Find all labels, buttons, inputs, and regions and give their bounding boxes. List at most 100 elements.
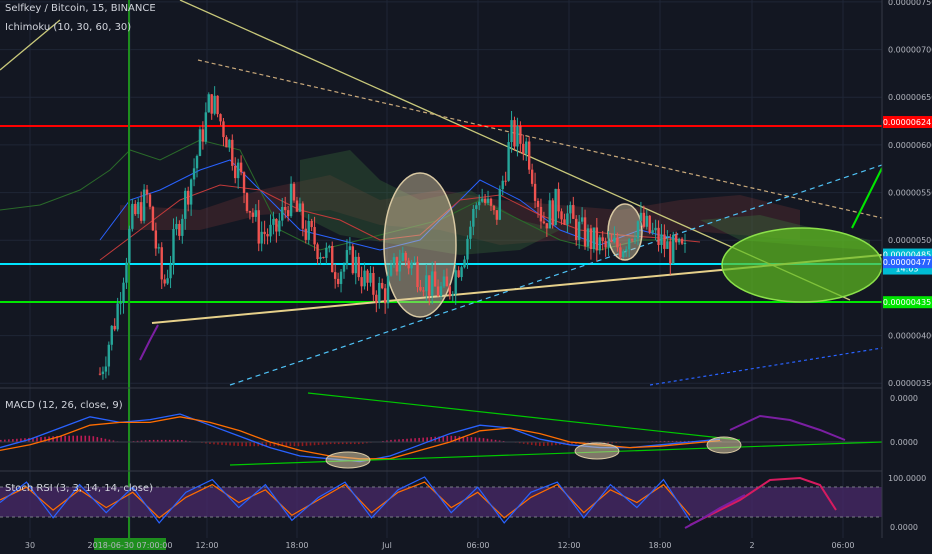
- candle-body: [651, 230, 654, 233]
- candle-body: [569, 204, 572, 214]
- candle-body: [419, 287, 422, 291]
- candle-body: [166, 278, 169, 284]
- candle-body: [104, 366, 108, 372]
- candle-body: [289, 183, 293, 217]
- price-label-text: 0.00000435: [883, 298, 931, 307]
- candle-body: [654, 227, 657, 231]
- candle-body: [186, 190, 190, 205]
- macd-hist-bar: [100, 437, 103, 442]
- macd-hist-bar: [414, 438, 416, 442]
- macd-hist-bar: [406, 438, 408, 442]
- candle-body: [278, 220, 281, 232]
- candle-body: [313, 227, 316, 245]
- macd-hist-bar: [526, 442, 529, 445]
- candle-body: [160, 247, 163, 280]
- macd-hist-bar: [269, 442, 272, 447]
- candle-body: [275, 218, 278, 232]
- candle-body: [436, 286, 440, 297]
- candle-body: [331, 245, 334, 273]
- macd-hist-bar: [543, 442, 545, 446]
- macd-hist-bar: [104, 438, 107, 442]
- candle-body: [316, 244, 319, 260]
- macd-hist-bar: [152, 439, 155, 442]
- candle-body: [119, 302, 122, 304]
- macd-hist-bar: [32, 437, 34, 442]
- macd-hist-bar: [44, 436, 46, 442]
- macd-hist-bar: [112, 440, 115, 442]
- time-tick-label: 18:00: [285, 541, 308, 550]
- candle-body: [557, 188, 560, 212]
- time-tick-label: 2018-06-30 07:00:00: [88, 541, 173, 550]
- macd-hist-bar: [530, 442, 533, 445]
- candle-body: [430, 271, 434, 296]
- candle-body: [175, 223, 178, 230]
- macd-hist-bar: [213, 442, 215, 445]
- macd-hist-bar: [567, 442, 569, 445]
- candle-body: [633, 238, 637, 241]
- candle-body: [113, 325, 116, 330]
- macd-hist-bar: [241, 442, 243, 447]
- macd-hist-bar: [522, 442, 525, 444]
- candle-body: [286, 210, 290, 217]
- macd-hist-bar: [329, 442, 332, 445]
- macd-ellipse-2: [574, 442, 620, 460]
- candle-body: [636, 221, 640, 239]
- candle-body: [501, 180, 504, 190]
- candle-body: [231, 139, 234, 166]
- macd-hist-bar: [478, 437, 481, 442]
- macd-hist-bar: [245, 442, 247, 447]
- macd-ellipse-1: [325, 451, 371, 469]
- macd-hist-bar: [607, 442, 609, 444]
- macd-hist-bar: [333, 442, 336, 445]
- macd-hist-bar: [534, 442, 537, 446]
- candle-body: [604, 241, 607, 248]
- candle-body: [325, 247, 328, 258]
- candle-body: [683, 243, 687, 245]
- candle-body: [222, 121, 225, 138]
- stoch-tick-bottom: 0.0000: [890, 523, 918, 532]
- macd-hist-bar: [209, 442, 211, 444]
- candle-body: [539, 206, 543, 222]
- price-tick-label: 0.00000500: [888, 236, 932, 245]
- macd-hist-bar: [80, 435, 83, 442]
- candle-body: [134, 203, 137, 215]
- macd-hist-bar: [0, 439, 2, 442]
- macd-hist-bar: [502, 440, 505, 442]
- price-label-text: 14:03: [895, 265, 918, 274]
- macd-hist-bar: [289, 442, 292, 447]
- macd-hist-bar: [466, 436, 469, 442]
- price-label-bg: [883, 116, 932, 129]
- macd-hist-bar: [225, 442, 227, 446]
- candle-body: [480, 198, 484, 202]
- candle-body: [366, 270, 369, 283]
- candle-body: [307, 220, 310, 240]
- macd-hist-bar: [84, 435, 87, 442]
- stoch-tick-top: 100.0000: [888, 474, 926, 483]
- candle-body: [272, 218, 275, 225]
- candle-body: [625, 249, 628, 252]
- candle-body: [333, 272, 337, 279]
- price-tick-label: 0.00000700: [888, 46, 932, 55]
- candle-body: [378, 282, 381, 303]
- candle-body: [660, 234, 663, 245]
- macd-hist-bar: [229, 442, 231, 446]
- candle-body: [354, 256, 357, 274]
- time-tick-label: Jul: [381, 541, 392, 550]
- candle-body: [219, 114, 222, 122]
- candle-body: [616, 237, 619, 248]
- macd-hist-bar: [349, 442, 352, 445]
- chart-title: Selfkey / Bitcoin, 15, BINANCE: [5, 3, 156, 14]
- candle-body: [369, 273, 372, 283]
- macd-hist-bar: [325, 442, 328, 445]
- candle-body: [566, 213, 569, 225]
- candle-body: [386, 275, 390, 304]
- macd-hist-bar: [430, 437, 432, 442]
- macd-hist-bar: [366, 442, 368, 444]
- candle-body: [680, 238, 684, 244]
- candle-body: [445, 276, 449, 287]
- price-axis-ticks: 0.00000750 0.00000700 0.00000650 0.00000600…: [888, 0, 932, 388]
- candle-body: [181, 218, 184, 236]
- candle-body: [178, 223, 181, 236]
- candle-body: [504, 180, 507, 182]
- price-tick-label: 0.00000400: [888, 332, 932, 341]
